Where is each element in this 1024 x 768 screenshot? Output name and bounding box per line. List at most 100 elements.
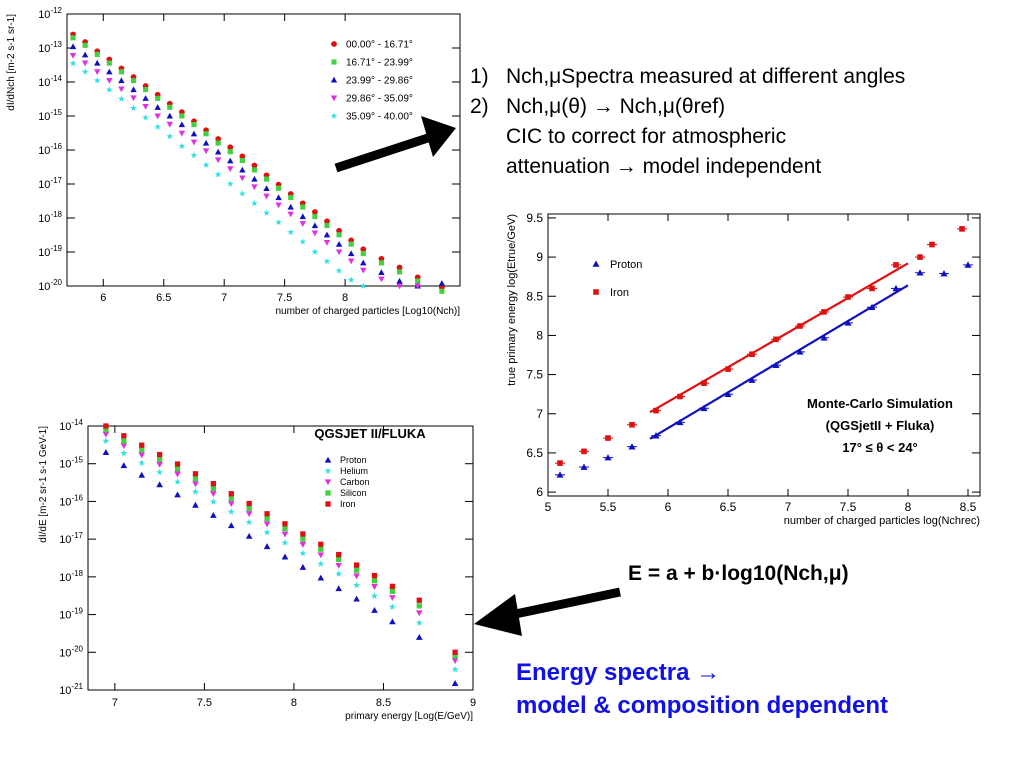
data-point xyxy=(227,157,234,164)
data-point xyxy=(452,653,458,659)
data-point xyxy=(263,176,270,182)
data-point xyxy=(263,528,271,536)
data-point xyxy=(360,259,367,266)
y-tick-label: 10-17 xyxy=(59,531,83,546)
data-point xyxy=(797,323,803,329)
y-tick-label: 10-14 xyxy=(38,74,62,89)
data-point xyxy=(178,142,186,149)
data-point xyxy=(416,597,422,603)
data-point xyxy=(892,284,900,292)
data-point xyxy=(281,531,289,538)
data-point xyxy=(93,77,101,84)
legend-marker xyxy=(330,95,338,102)
data-point xyxy=(353,581,361,589)
data-point xyxy=(311,248,319,255)
data-point xyxy=(81,51,89,58)
data-point xyxy=(106,60,112,66)
data-point xyxy=(202,148,210,155)
data-point xyxy=(130,78,137,84)
data-point xyxy=(263,193,270,200)
data-point xyxy=(347,258,355,265)
data-point xyxy=(317,560,325,567)
data-point xyxy=(81,68,89,75)
fit-line xyxy=(649,262,909,414)
data-point xyxy=(264,515,270,522)
data-point xyxy=(917,254,923,260)
data-point xyxy=(102,437,110,444)
y-tick-label: 7.5 xyxy=(526,368,543,382)
data-point xyxy=(178,121,186,128)
x-tick-label: 6.5 xyxy=(720,500,737,514)
data-point xyxy=(239,157,245,164)
y-axis-label: true primary energy log(Etrue/GeV) xyxy=(506,214,518,386)
x-tick-label: 7 xyxy=(785,500,792,514)
data-point xyxy=(191,122,197,128)
data-point xyxy=(227,508,235,515)
data-point xyxy=(605,435,611,441)
data-point xyxy=(371,572,378,579)
data-point xyxy=(190,139,198,146)
y-tick-label: 6.5 xyxy=(526,446,543,460)
y-axis-label: dI/dE [m-2 sr-1 s-1 GeV-1] xyxy=(38,426,49,543)
data-point xyxy=(174,491,181,498)
data-point xyxy=(120,449,128,457)
legend-marker xyxy=(330,76,338,83)
energy-calibration-chart: 5 5.5 6 6.5 7 7.5 8 8.5 6 6.5 7 7.5 8 8.5 9 9.5 number o… xyxy=(506,211,981,527)
data-point xyxy=(299,563,307,570)
data-point xyxy=(415,633,423,640)
data-point xyxy=(299,238,307,245)
list-item-2: 2) Nch,μ(θ) → Nch,μ(θref) xyxy=(470,92,1015,122)
data-point xyxy=(178,130,186,137)
data-point xyxy=(192,501,199,508)
data-point xyxy=(353,567,360,573)
data-point xyxy=(287,211,294,218)
data-point xyxy=(121,433,127,439)
y-tick-label: 10-15 xyxy=(38,108,62,123)
legend-label: Proton xyxy=(340,455,367,465)
legend-marker xyxy=(324,479,332,486)
data-point xyxy=(300,204,306,210)
data-point xyxy=(371,606,378,613)
legend-marker xyxy=(592,260,600,267)
data-point xyxy=(276,185,282,191)
data-point xyxy=(156,456,163,463)
data-point xyxy=(118,77,125,84)
data-point xyxy=(103,423,109,429)
data-point xyxy=(287,228,295,236)
x-axis-label: number of charged particles log(Nchrec) xyxy=(784,515,980,527)
data-point xyxy=(94,59,101,66)
data-point xyxy=(389,595,396,602)
data-point xyxy=(378,269,385,276)
data-point xyxy=(245,511,253,518)
data-point xyxy=(893,262,899,268)
x-tick-label: 7.5 xyxy=(277,292,292,304)
data-point xyxy=(154,104,161,110)
data-point xyxy=(155,95,161,101)
data-point xyxy=(653,407,659,414)
data-point xyxy=(130,86,137,93)
data-point xyxy=(139,447,145,453)
data-point xyxy=(130,95,137,102)
data-point xyxy=(414,283,421,290)
data-point xyxy=(396,283,403,290)
data-point xyxy=(202,161,210,168)
list-item-2-line3: attenuation → model independent xyxy=(470,152,1015,182)
data-point xyxy=(629,421,635,428)
list-item-2-line2: CIC to correct for atmospheric xyxy=(470,122,1015,152)
x-tick-label: 6 xyxy=(665,500,672,514)
x-tick-label: 5 xyxy=(545,500,552,514)
data-point xyxy=(389,618,396,625)
data-point xyxy=(300,531,306,537)
legend-label: 23.99° - 29.86° xyxy=(346,76,413,87)
data-point xyxy=(353,562,360,568)
data-point xyxy=(202,139,210,146)
chart-title: QGSJET II/FLUKA xyxy=(314,426,426,441)
y-tick-label: 10-16 xyxy=(38,142,62,157)
data-point xyxy=(174,471,181,478)
data-point xyxy=(324,222,330,229)
data-point xyxy=(869,285,875,292)
data-point xyxy=(263,209,270,216)
data-point xyxy=(121,438,127,444)
y-tick-label: 10-15 xyxy=(59,456,83,471)
data-point xyxy=(120,462,128,469)
